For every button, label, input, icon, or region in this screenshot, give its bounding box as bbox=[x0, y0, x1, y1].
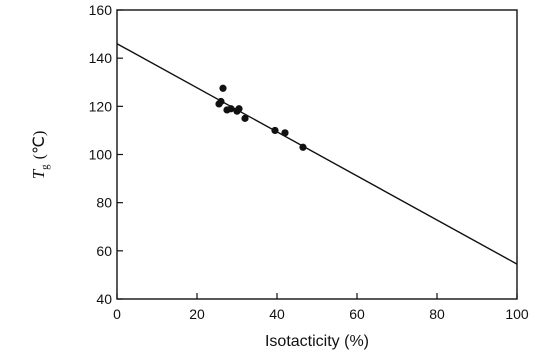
y-tick-label: 120 bbox=[89, 98, 113, 114]
y-axis-title: Tg (℃) bbox=[29, 131, 51, 180]
x-tick-label: 80 bbox=[429, 306, 445, 322]
data-point bbox=[299, 143, 307, 151]
svg-text:Tg(℃): Tg (℃) bbox=[29, 131, 51, 180]
x-tick-label: 100 bbox=[505, 306, 529, 322]
data-point bbox=[281, 129, 289, 137]
y-axis-title-unit: (℃) bbox=[31, 131, 48, 160]
y-tick-label: 80 bbox=[96, 195, 112, 211]
x-tick-label: 60 bbox=[349, 306, 365, 322]
data-point bbox=[241, 114, 249, 122]
data-point bbox=[227, 105, 235, 113]
data-point bbox=[219, 84, 227, 92]
y-axis: 40 60 80 100 120 140 160 bbox=[89, 2, 123, 307]
x-tick-label: 40 bbox=[269, 306, 285, 322]
plot-area bbox=[116, 43, 518, 265]
y-axis-title-subscript: g bbox=[39, 164, 51, 170]
y-tick-label: 140 bbox=[89, 50, 113, 66]
data-point bbox=[235, 105, 243, 113]
x-tick-label: 20 bbox=[189, 306, 205, 322]
y-tick-label: 40 bbox=[96, 291, 112, 307]
x-axis: 0 20 40 60 80 100 bbox=[113, 293, 529, 322]
fit-line bbox=[116, 43, 518, 265]
y-axis-title-symbol: T bbox=[29, 168, 48, 179]
y-tick-label: 160 bbox=[89, 2, 113, 18]
data-point bbox=[217, 97, 225, 106]
x-axis-title: Isotacticity (%) bbox=[265, 333, 369, 350]
x-tick-label: 0 bbox=[113, 306, 121, 322]
y-tick-label: 100 bbox=[89, 147, 113, 163]
y-tick-label: 60 bbox=[96, 243, 112, 259]
data-point bbox=[271, 126, 279, 135]
